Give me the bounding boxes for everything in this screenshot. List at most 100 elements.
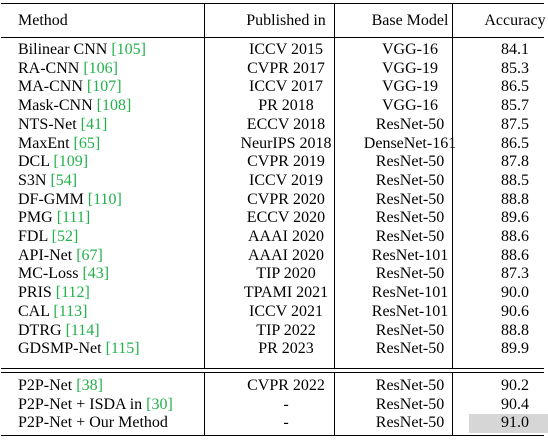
- cell-base-model: ResNet-50: [375, 228, 445, 246]
- cell-base-model: ResNet-50: [375, 321, 445, 339]
- table-row: CAL [113] ICCV 2021 ResNet-101 90.6: [1, 303, 548, 322]
- method-name: S3N: [18, 171, 47, 189]
- citation-link[interactable]: [113]: [53, 302, 88, 320]
- method-name: Mask-CNN: [18, 97, 93, 115]
- method-name: Bilinear CNN: [18, 41, 108, 58]
- cell-method: MaxEnt [65]: [1, 135, 221, 154]
- citation-link[interactable]: [108]: [96, 97, 132, 115]
- method-name: API-Net: [18, 246, 73, 264]
- cell-published-in: ICCV 2021: [249, 302, 323, 320]
- table-row: PMG [111] ECCV 2020 ResNet-50 89.6: [1, 209, 548, 228]
- citation-link[interactable]: [30]: [146, 395, 173, 413]
- cell-method: PMG [111]: [1, 209, 221, 228]
- header-base-model: Base Model: [371, 12, 449, 29]
- cell-accuracy: 88.5: [501, 171, 529, 189]
- cell-method: P2P-Net + ISDA in [30]: [1, 396, 221, 415]
- cell-published-in: TIP 2022: [256, 321, 316, 339]
- citation-link[interactable]: [67]: [76, 246, 103, 264]
- citation-link[interactable]: [38]: [76, 377, 103, 394]
- citation-link[interactable]: [107]: [86, 78, 122, 96]
- method-name: MC-Loss: [18, 265, 79, 283]
- cell-base-model: VGG-19: [382, 59, 438, 77]
- cell-published-in: NeurIPS 2018: [240, 134, 332, 152]
- table-row: S3N [54] ICCV 2019 ResNet-50 88.5: [1, 172, 548, 191]
- col-separator-1b: [204, 373, 205, 435]
- col-separator-2b: [334, 373, 335, 435]
- citation-link[interactable]: [52]: [51, 228, 79, 246]
- citation-link[interactable]: [54]: [50, 171, 78, 189]
- cell-accuracy: 88.6: [501, 246, 529, 264]
- cell-published-in: AAAI 2020: [248, 246, 324, 264]
- cell-accuracy: 88.8: [501, 190, 529, 208]
- method-name: MaxEnt: [18, 134, 70, 152]
- cell-accuracy: 86.5: [501, 134, 529, 152]
- citation-link[interactable]: [41]: [80, 115, 108, 133]
- cell-method: MA-CNN [107]: [1, 78, 221, 97]
- citation-link[interactable]: [111]: [56, 209, 91, 227]
- cell-method: P2P-Net [38]: [1, 377, 221, 396]
- cell-base-model: ResNet-50: [375, 209, 445, 227]
- citation-link[interactable]: [43]: [82, 265, 110, 283]
- method-name: P2P-Net: [18, 377, 73, 394]
- citation-link[interactable]: [115]: [105, 340, 140, 358]
- cell-accuracy: 87.3: [501, 265, 529, 283]
- cell-method: NTS-Net [41]: [1, 116, 221, 135]
- header-rule: [1, 37, 544, 38]
- cell-accuracy: 87.5: [501, 115, 529, 133]
- cell-base-model: ResNet-50: [375, 340, 445, 358]
- table-row: P2P-Net [38] CVPR 2022 ResNet-50 90.2: [1, 377, 548, 396]
- citation-link[interactable]: [110]: [87, 190, 122, 208]
- method-name: P2P-Net + Our Method: [18, 414, 168, 432]
- cell-base-model: ResNet-101: [371, 284, 449, 302]
- cell-method: DCL [109]: [1, 153, 221, 172]
- section-rule-1: [1, 368, 544, 369]
- table-row: RA-CNN [106] CVPR 2017 VGG-19 85.3: [1, 60, 548, 79]
- cell-base-model: ResNet-50: [375, 377, 445, 394]
- cell-base-model: ResNet-50: [375, 153, 445, 171]
- citation-link[interactable]: [106]: [83, 59, 118, 77]
- cell-base-model: ResNet-101: [371, 246, 449, 264]
- table-row: P2P-Net + Our Method - ResNet-50 91.0: [1, 414, 548, 434]
- cell-published-in: -: [283, 414, 289, 432]
- citation-link[interactable]: [112]: [55, 284, 90, 302]
- cell-accuracy: 85.7: [501, 97, 529, 115]
- method-name: CAL: [18, 302, 50, 320]
- method-name: DF-GMM: [18, 190, 84, 208]
- cell-accuracy: 90.4: [501, 395, 529, 413]
- table-row: MA-CNN [107] ICCV 2017 VGG-19 86.5: [1, 78, 548, 97]
- citation-link[interactable]: [105]: [111, 41, 146, 58]
- bottom-rule: [1, 435, 544, 437]
- cell-published-in: PR 2018: [258, 97, 314, 115]
- cell-accuracy: 89.6: [501, 209, 529, 227]
- header-accuracy: Accuracy: [484, 12, 546, 29]
- cell-published-in: TPAMI 2021: [243, 284, 329, 302]
- table-row: MC-Loss [43] TIP 2020 ResNet-50 87.3: [1, 265, 548, 284]
- method-name: GDSMP-Net: [18, 340, 102, 358]
- cell-published-in: CVPR 2017: [247, 59, 325, 77]
- table-row: GDSMP-Net [115] PR 2023 ResNet-50 89.9: [1, 340, 548, 359]
- method-name: MA-CNN: [18, 78, 83, 96]
- citation-link[interactable]: [65]: [73, 134, 101, 152]
- table-row: DF-GMM [110] CVPR 2020 ResNet-50 88.8: [1, 191, 548, 210]
- cell-method: Bilinear CNN [105]: [1, 41, 221, 60]
- cell-accuracy: 89.9: [501, 340, 529, 358]
- cell-accuracy: 90.6: [501, 302, 529, 320]
- method-name: DTRG: [18, 321, 62, 339]
- table-header: Method Published in Base Model Accuracy: [1, 4, 548, 38]
- cell-method: RA-CNN [106]: [1, 60, 221, 79]
- cell-method: DTRG [114]: [1, 322, 221, 341]
- citation-link[interactable]: [109]: [53, 153, 89, 171]
- cell-method: Mask-CNN [108]: [1, 97, 221, 116]
- cell-method: CAL [113]: [1, 303, 221, 322]
- citation-link[interactable]: [114]: [65, 321, 100, 339]
- cell-method: DF-GMM [110]: [1, 191, 221, 210]
- cell-base-model: ResNet-101: [371, 302, 449, 320]
- cell-published-in: ICCV 2019: [249, 171, 323, 189]
- table-row: PRIS [112] TPAMI 2021 ResNet-101 90.0: [1, 284, 548, 303]
- table-body-ours: P2P-Net [38] CVPR 2022 ResNet-50 90.2 P2P-Ne…: [1, 377, 548, 434]
- cell-published-in: -: [283, 395, 289, 413]
- cell-published-in: CVPR 2022: [247, 377, 325, 394]
- table-row: FDL [52] AAAI 2020 ResNet-50 88.6: [1, 228, 548, 247]
- section-rule-2: [1, 372, 544, 373]
- table-row: P2P-Net + ISDA in [30] - ResNet-50 90.4: [1, 396, 548, 415]
